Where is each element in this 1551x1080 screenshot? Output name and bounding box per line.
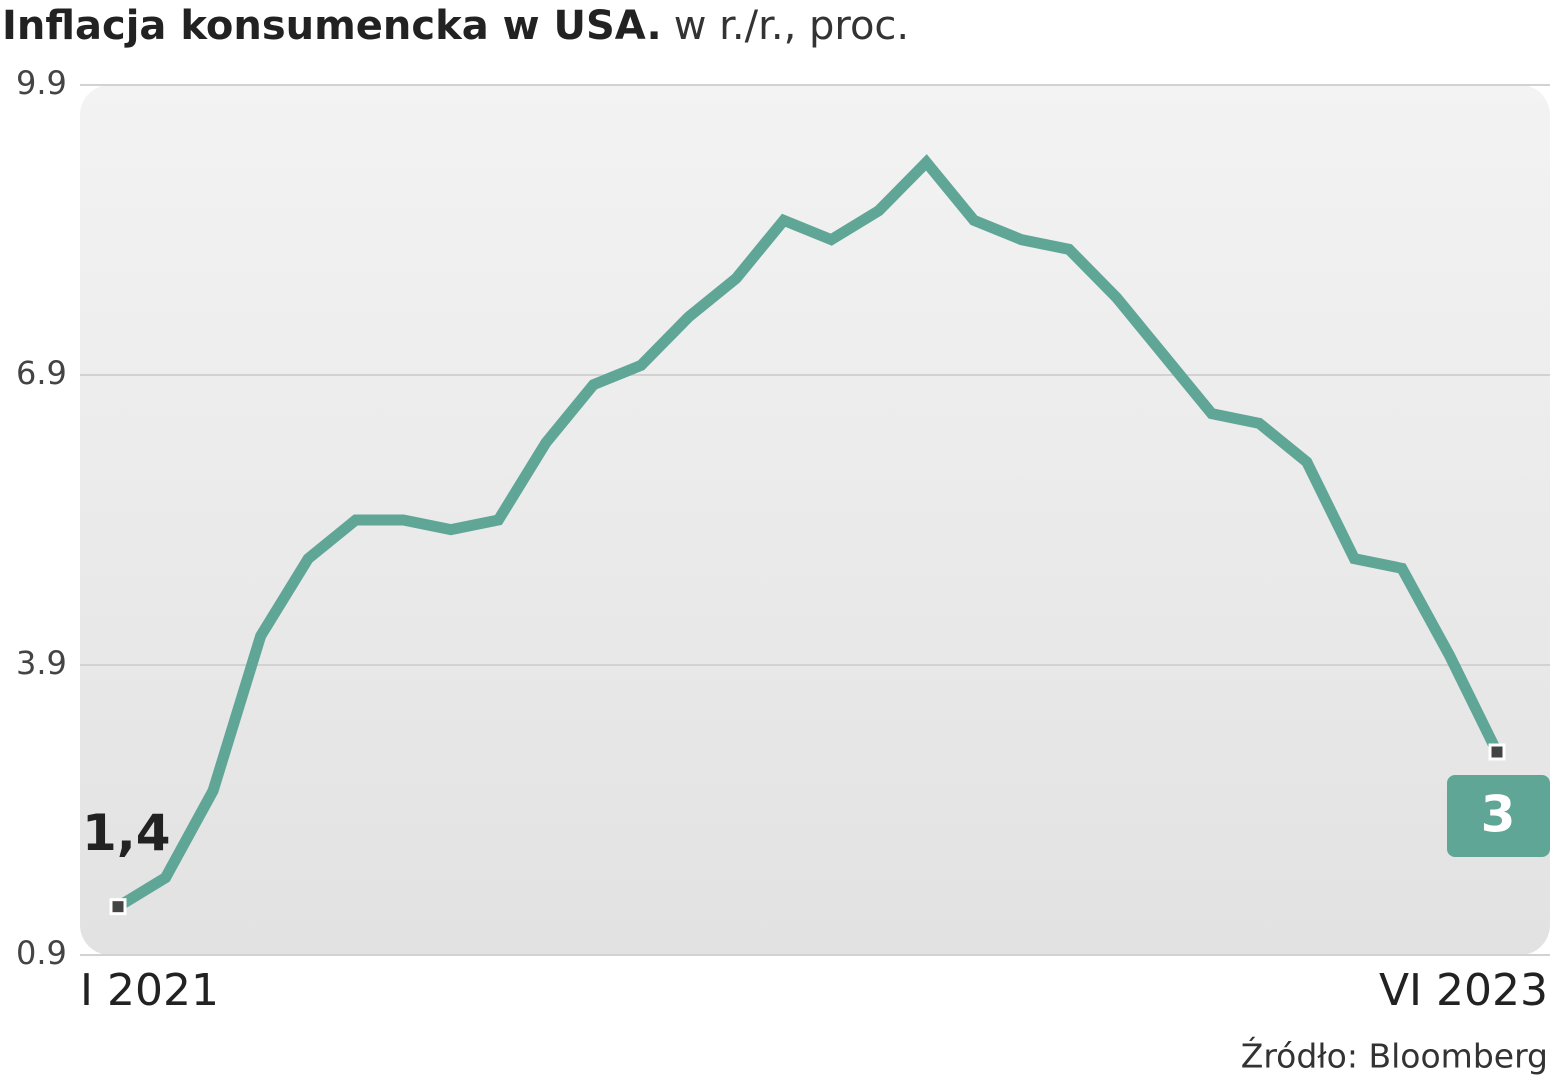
end-marker (109, 898, 127, 916)
end-marker (1488, 743, 1506, 761)
x-tick-label: VI 2023 (1379, 965, 1548, 1016)
value-label: 3 (1481, 786, 1516, 844)
chart-heading: Inflacja konsumencka w USA. w r./r., proc… (2, 3, 909, 49)
chart-subtitle: w r./r., proc. (674, 3, 909, 49)
value-label-box (1447, 775, 1550, 857)
source: Źródło: Bloomberg (1241, 1036, 1548, 1076)
plot-background (80, 85, 1550, 955)
line (115, 154, 1502, 912)
y-tick-label: 9.9 (16, 64, 67, 102)
y-tick-label: 0.9 (16, 934, 67, 972)
x-tick-label: I 2021 (80, 965, 219, 1016)
y-tick-label: 3.9 (16, 644, 67, 682)
value-label: 1,4 (82, 804, 171, 862)
chart-title: Inflacja konsumencka w USA. (2, 3, 662, 49)
y-tick-label: 6.9 (16, 354, 67, 392)
